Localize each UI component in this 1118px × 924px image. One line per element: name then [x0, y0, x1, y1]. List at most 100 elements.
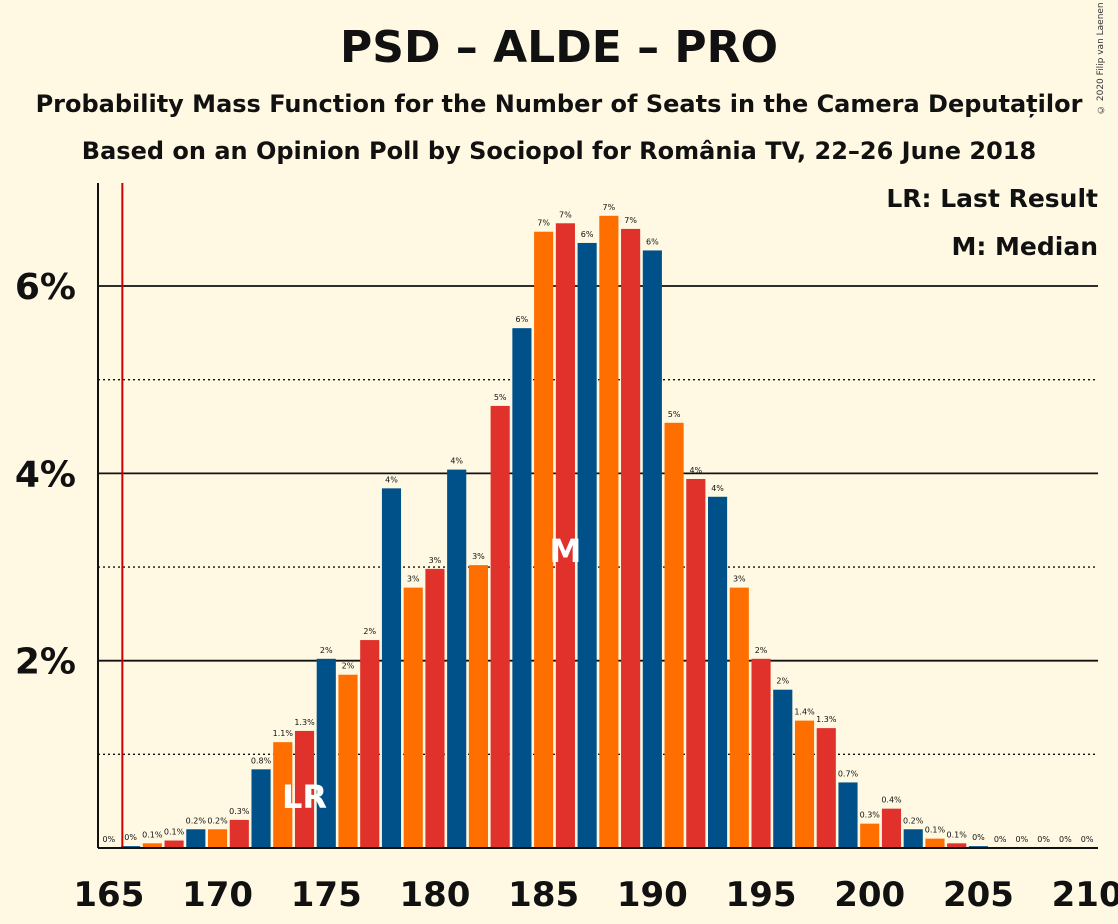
y-tick-label: 2% [15, 642, 76, 683]
data-label: 4% [711, 484, 724, 493]
data-label: 0.1% [142, 830, 163, 839]
bar [708, 496, 728, 848]
data-label: 0% [1037, 835, 1050, 844]
bar [642, 250, 662, 848]
bar [534, 231, 554, 848]
data-label: 3% [472, 552, 485, 561]
x-tick-label: 210 [1052, 875, 1118, 915]
chart-subtitle: Probability Mass Function for the Number… [35, 90, 1083, 118]
data-label: 1.1% [273, 729, 294, 738]
data-label: 7% [559, 210, 572, 219]
last-result-marker: LR [282, 778, 327, 816]
data-label: 4% [450, 457, 463, 466]
data-label: 1.3% [294, 718, 315, 727]
bar [338, 674, 358, 848]
bar [751, 658, 771, 848]
chart-title: PSD – ALDE – PRO [340, 22, 778, 73]
bar [403, 587, 423, 848]
data-label: 0.2% [186, 816, 207, 825]
bar [794, 720, 815, 848]
data-label: 7% [624, 216, 637, 225]
data-label: 0.1% [925, 826, 946, 835]
bars: 0% 0% 0.1% 0.1%0.2% 0.2%0.3%0.8%1.1%1.3%2%2%… [103, 203, 1094, 849]
data-label: 0.7% [838, 769, 859, 778]
data-label: 6% [581, 230, 594, 239]
bar [490, 405, 510, 848]
bar [208, 829, 228, 848]
data-label: 5% [668, 410, 681, 419]
y-tick-label: 4% [15, 454, 76, 495]
data-label: 5% [494, 393, 507, 402]
bar [512, 328, 532, 849]
data-label: 0.2% [207, 816, 228, 825]
data-label: 3% [733, 575, 746, 584]
x-tick-label: 170 [182, 875, 253, 915]
data-label: 0.8% [251, 756, 272, 765]
x-tick-label: 175 [291, 875, 362, 915]
data-label: 6% [646, 237, 659, 246]
data-label: 0.3% [860, 811, 881, 820]
x-tick-label: 195 [726, 875, 797, 915]
bar [577, 242, 597, 848]
x-tick-label: 190 [617, 875, 688, 915]
data-label: 1.3% [816, 715, 837, 724]
data-label: 1.4% [794, 708, 815, 717]
data-label: 2% [320, 646, 333, 655]
legend-last-result: LR: Last Result [886, 184, 1098, 213]
data-label: 0% [1081, 835, 1094, 844]
y-tick-label: 6% [15, 267, 76, 308]
bar [903, 829, 923, 848]
bar [447, 469, 467, 848]
data-label: 2% [755, 646, 768, 655]
bar [881, 808, 902, 848]
bar [360, 640, 380, 848]
data-label: 2% [342, 662, 355, 671]
bar [925, 838, 945, 848]
data-label: 0% [124, 833, 137, 842]
data-label: 0% [994, 835, 1007, 844]
data-label: 2% [776, 677, 789, 686]
data-label: 6% [516, 315, 529, 324]
data-label: 0.2% [903, 816, 924, 825]
bar [773, 689, 793, 848]
bar [251, 769, 271, 848]
bar [186, 829, 206, 848]
legend-median: M: Median [951, 232, 1098, 261]
data-label: 2% [363, 627, 376, 636]
data-label: 7% [537, 219, 550, 228]
bar [273, 742, 293, 848]
median-marker: M [549, 532, 581, 570]
axes: 2% 4% 6% LR M 165 170 175 180 185 190 195 200 205 210 [15, 183, 1118, 915]
data-label: 7% [603, 203, 616, 212]
x-tick-label: 185 [508, 875, 579, 915]
bar [468, 565, 488, 848]
bar [729, 587, 749, 848]
bar [229, 819, 249, 848]
x-tick-label: 205 [943, 875, 1014, 915]
bar [838, 782, 858, 848]
data-label: 3% [429, 556, 442, 565]
data-label: 0.3% [229, 807, 250, 816]
bar [664, 422, 684, 848]
data-label: 0% [972, 833, 985, 842]
data-label: 4% [689, 466, 702, 475]
bar [816, 728, 836, 848]
bar [599, 215, 619, 849]
data-label: 4% [385, 475, 398, 484]
bar [142, 843, 162, 848]
data-label: 0% [1059, 835, 1072, 844]
data-label: 0% [1016, 835, 1029, 844]
bar [686, 478, 706, 848]
x-tick-label: 180 [399, 875, 470, 915]
bar [381, 488, 402, 848]
data-label: 0.4% [881, 796, 902, 805]
x-tick-label: 165 [73, 875, 144, 915]
data-label: 3% [407, 575, 420, 584]
gridlines [98, 285, 1098, 756]
data-label: 0.1% [947, 830, 968, 839]
bar [621, 228, 641, 849]
bar [555, 223, 575, 848]
bar [164, 840, 184, 848]
data-label: 0% [103, 835, 116, 844]
